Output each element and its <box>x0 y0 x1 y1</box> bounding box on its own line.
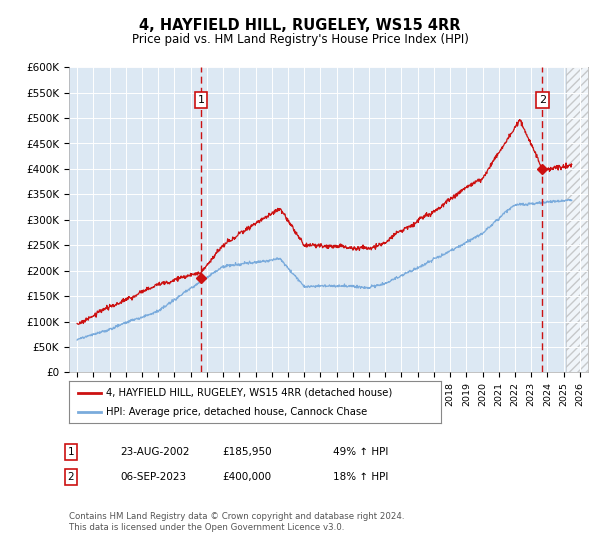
Text: Contains HM Land Registry data © Crown copyright and database right 2024.
This d: Contains HM Land Registry data © Crown c… <box>69 512 404 532</box>
Text: 4, HAYFIELD HILL, RUGELEY, WS15 4RR (detached house): 4, HAYFIELD HILL, RUGELEY, WS15 4RR (det… <box>106 388 392 398</box>
Text: 18% ↑ HPI: 18% ↑ HPI <box>333 472 388 482</box>
Text: Price paid vs. HM Land Registry's House Price Index (HPI): Price paid vs. HM Land Registry's House … <box>131 32 469 46</box>
Text: £400,000: £400,000 <box>222 472 271 482</box>
Text: £185,950: £185,950 <box>222 447 272 457</box>
Text: 23-AUG-2002: 23-AUG-2002 <box>120 447 190 457</box>
Bar <box>566 67 596 372</box>
Text: 1: 1 <box>67 447 74 457</box>
Text: HPI: Average price, detached house, Cannock Chase: HPI: Average price, detached house, Cann… <box>106 407 367 417</box>
Text: 49% ↑ HPI: 49% ↑ HPI <box>333 447 388 457</box>
Text: 06-SEP-2023: 06-SEP-2023 <box>120 472 186 482</box>
Text: 1: 1 <box>197 95 205 105</box>
Text: 2: 2 <box>67 472 74 482</box>
Text: 4, HAYFIELD HILL, RUGELEY, WS15 4RR: 4, HAYFIELD HILL, RUGELEY, WS15 4RR <box>139 18 461 32</box>
Text: 2: 2 <box>539 95 546 105</box>
